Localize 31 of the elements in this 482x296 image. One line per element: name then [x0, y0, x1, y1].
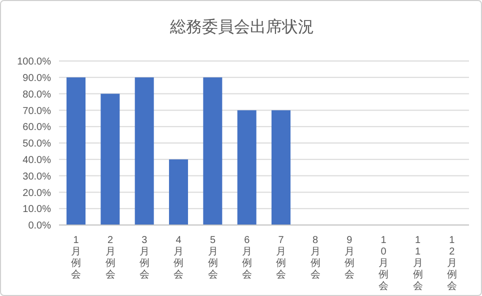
bar: [237, 110, 256, 225]
bar: [100, 94, 120, 225]
y-tick-label: 30.0%: [22, 171, 52, 182]
x-tick-label: 9月例会: [344, 235, 354, 280]
x-tick-label: 6月例会: [242, 235, 252, 280]
x-tick-label: 7月例会: [276, 235, 286, 280]
y-tick-label: 60.0%: [22, 122, 52, 134]
chart-title: 総務委員会出席状況: [169, 17, 315, 38]
y-tick-label: 80.0%: [22, 89, 52, 100]
x-tick-label: 11月例会: [412, 235, 423, 292]
bar: [272, 110, 291, 225]
x-tick-label: 5月例会: [208, 235, 218, 280]
bar: [66, 77, 86, 225]
y-tick-label: 20.0%: [22, 188, 52, 199]
x-tick-label: 12月例会: [446, 235, 457, 292]
x-tick-label: 3月例会: [139, 235, 150, 280]
x-tick-label: 4月例会: [174, 235, 184, 280]
bar: [169, 159, 188, 225]
x-tick-label: 1月例会: [71, 235, 82, 280]
y-tick-label: 70.0%: [22, 106, 52, 117]
y-tick-label: 90.0%: [22, 72, 52, 84]
y-tick-label: 50.0%: [22, 138, 52, 150]
y-tick-label: 40.0%: [22, 154, 52, 166]
bar: [203, 77, 222, 225]
x-tick-label: 8月例会: [310, 235, 320, 280]
y-tick-label: 0.0%: [28, 220, 52, 232]
bar: [134, 77, 154, 225]
y-tick-label: 100.0%: [17, 56, 52, 68]
y-tick-label: 10.0%: [22, 204, 52, 216]
x-tick-label: 10月例会: [378, 235, 389, 292]
x-tick-label: 2月例会: [105, 235, 116, 280]
